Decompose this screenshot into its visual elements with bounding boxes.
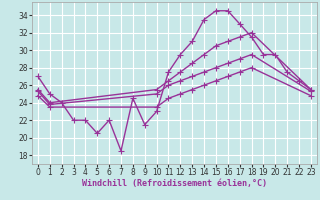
X-axis label: Windchill (Refroidissement éolien,°C): Windchill (Refroidissement éolien,°C): [82, 179, 267, 188]
